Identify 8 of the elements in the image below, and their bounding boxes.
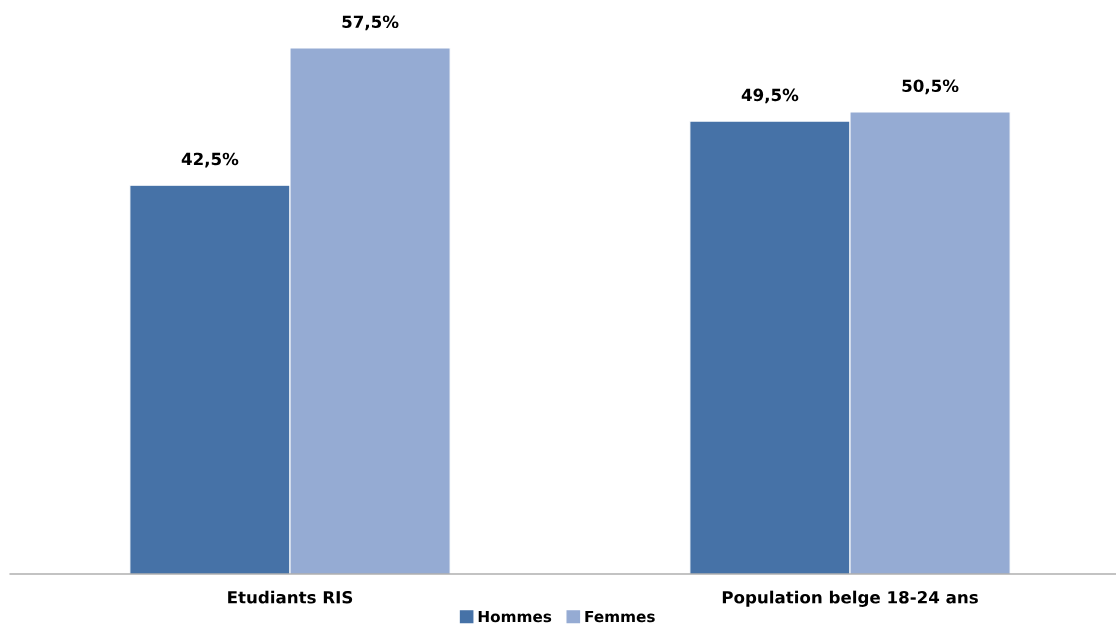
- legend-label: Hommes: [478, 610, 552, 623]
- data-label: 57,5%: [342, 15, 399, 31]
- data-label: 42,5%: [181, 152, 239, 168]
- data-label: 50,5%: [902, 79, 959, 95]
- legend-label: Femmes: [585, 610, 655, 623]
- data-label: 49,5%: [741, 88, 799, 104]
- x-tick-label: Etudiants RIS: [228, 590, 353, 604]
- x-tick-label: Population belge 18-24 ans: [722, 590, 978, 607]
